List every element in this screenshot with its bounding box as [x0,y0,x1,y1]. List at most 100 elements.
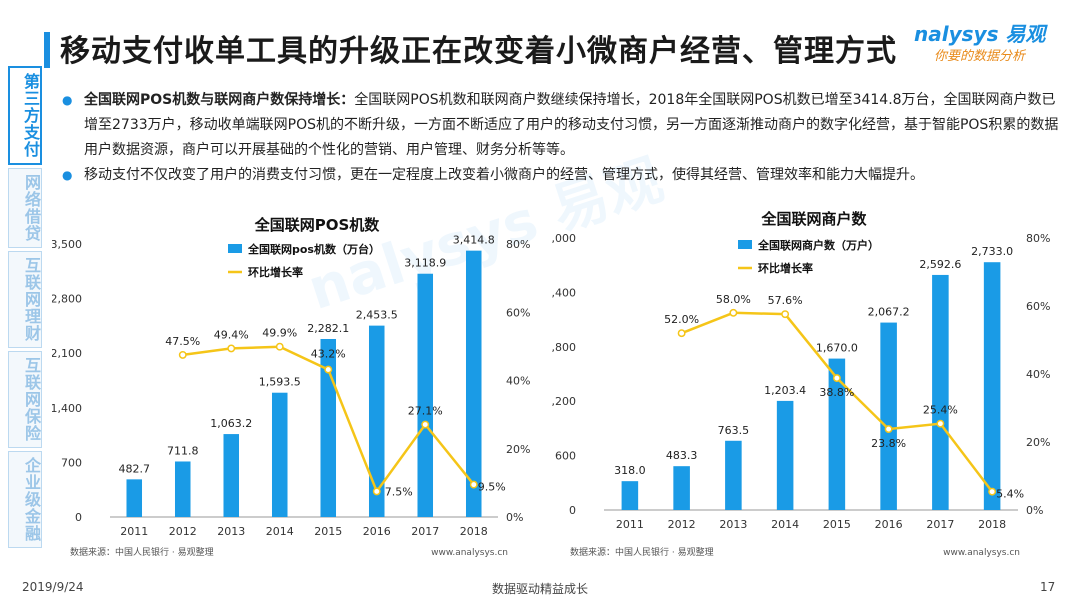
legend-bar-swatch [228,244,242,253]
bar [621,481,639,510]
pos-terminal-chart: 全国联网POS机数 0 700 1,400 2,100 2,800 3,500 0% 20% 40… [52,216,530,558]
bar-value-label: 483.3 [666,449,698,462]
y-tick-label: 0 [569,504,576,517]
bar-value-label: 3,118.9 [404,257,446,270]
legend-bar-label: 全国联网商户数（万户） [757,238,879,252]
sidebar-item-online-lending[interactable]: 网络借贷 [8,168,42,248]
bar [126,479,143,517]
growth-rate-label: 23.8% [871,437,906,450]
bar [223,434,240,517]
x-tick-label: 2016 [363,525,391,538]
growth-rate-point [469,480,478,489]
growth-rate-point [227,344,236,353]
footer-slogan: 数据驱动精益成长 [491,582,588,596]
y2-tick-label: 80% [506,238,530,251]
y-tick-label: 1,200 [552,395,576,408]
bullet-text: 全国联网POS机数和联网商户数继续保持增长，2018年全国联网POS机数已增至3… [84,92,1059,158]
y2-tick-label: 0% [506,511,523,524]
growth-rate-point [988,487,997,496]
sidebar: 第三方支付 网络借贷 互联网理财 互联网保险 企业级金融 [8,66,44,551]
y2-tick-label: 80% [1026,232,1050,245]
bar-value-label: 711.8 [167,444,199,457]
sidebar-item-internet-wealth[interactable]: 互联网理财 [8,251,42,348]
y-tick-label: 3,500 [52,238,82,251]
growth-rate-label: 7.5% [385,485,413,498]
y-tick-label: 2,100 [52,347,82,360]
bar-value-label: 1,670.0 [816,342,858,355]
x-tick-label: 2013 [217,525,245,538]
bullet-bold: 全国联网POS机数与联网商户数保持增长： [84,92,355,108]
growth-rate-point [884,425,893,434]
x-tick-label: 2018 [460,525,488,538]
y-tick-label: 1,400 [52,402,82,415]
bar-value-label: 1,203.4 [764,384,806,397]
legend-bar-swatch [738,240,752,249]
growth-rate-point [324,365,333,374]
y2-tick-label: 60% [1026,300,1050,313]
page-title: 移动支付收单工具的升级正在改变着小微商户经营、管理方式 [60,34,897,69]
bar [776,400,794,510]
y2-tick-label: 20% [1026,436,1050,449]
x-tick-label: 2011 [616,518,644,531]
x-tick-label: 2011 [120,525,148,538]
title-accent-bar [44,32,50,68]
y2-tick-label: 40% [1026,368,1050,381]
growth-rate-point [275,342,284,351]
growth-rate-point [781,310,790,319]
bar [320,338,337,517]
chart-source: 数据来源：中国人民银行 · 易观整理 [570,546,714,558]
x-tick-label: 2017 [411,525,439,538]
x-tick-label: 2016 [875,518,903,531]
y-tick-label: 600 [555,450,576,463]
growth-rate-point [677,329,686,338]
bar-value-label: 1,063.2 [210,417,252,430]
growth-rate-label: 58.0% [716,293,751,306]
bar [725,440,742,510]
growth-rate-point [729,308,738,317]
sidebar-item-enterprise-finance[interactable]: 企业级金融 [8,451,42,548]
merchant-count-chart: 全国联网商户数 0 600 1,200 1,800 2,400 3,000 0% 20% 40% 6… [552,210,1050,558]
bullet-item: 全国联网POS机数与联网商户数保持增长：全国联网POS机数和联网商户数继续保持增… [62,88,1062,163]
growth-rate-label: 27.1% [408,405,443,418]
bar-value-label: 2,592.6 [919,258,961,271]
bar-value-label: 2,733.0 [971,245,1013,258]
growth-rate-point [178,350,187,359]
x-tick-label: 2012 [169,525,197,538]
growth-rate-label: 25.4% [923,404,958,417]
bar [880,322,897,510]
bar-value-label: 2,067.2 [868,306,910,319]
growth-rate-label: 5.4% [996,488,1024,501]
sidebar-item-third-party-payment[interactable]: 第三方支付 [8,66,42,165]
x-tick-label: 2013 [719,518,747,531]
bar-value-label: 3,414.8 [453,234,495,247]
y-tick-label: 700 [61,456,82,469]
logo-main-text: nalysys 易观 [914,22,1046,46]
x-tick-label: 2012 [668,518,696,531]
growth-rate-label: 43.2% [311,348,346,361]
growth-rate-point [372,487,381,496]
growth-rate-label: 47.5% [165,335,200,348]
sidebar-item-internet-insurance[interactable]: 互联网保险 [8,351,42,448]
analysys-logo: nalysys 易观 你要的数据分析 [914,18,1064,68]
bar [932,274,949,510]
x-tick-label: 2015 [823,518,851,531]
growth-rate-label: 9.5% [478,481,506,494]
y-tick-label: 2,800 [52,293,82,306]
growth-rate-label: 52.0% [664,313,699,326]
bar [465,250,482,517]
bar [828,358,846,510]
bar [174,461,191,517]
y2-tick-label: 40% [506,375,530,388]
bar [368,325,385,517]
bar-value-label: 482.7 [119,462,151,475]
y-tick-label: 3,000 [552,232,576,245]
bar [271,392,288,517]
bullet-text: 移动支付不仅改变了用户的消费支付习惯，更在一定程度上改变着小微商户的经营、管理方… [84,167,924,183]
bar [417,273,434,517]
chart-source: 数据来源：中国人民银行 · 易观整理 [70,546,214,558]
chart-site: www.analysys.cn [943,548,1020,558]
growth-rate-label: 38.8% [819,386,854,399]
bullet-item: 移动支付不仅改变了用户的消费支付习惯，更在一定程度上改变着小微商户的经营、管理方… [62,163,1062,188]
legend-line-label: 环比增长率 [248,265,303,279]
bar [983,262,1001,510]
